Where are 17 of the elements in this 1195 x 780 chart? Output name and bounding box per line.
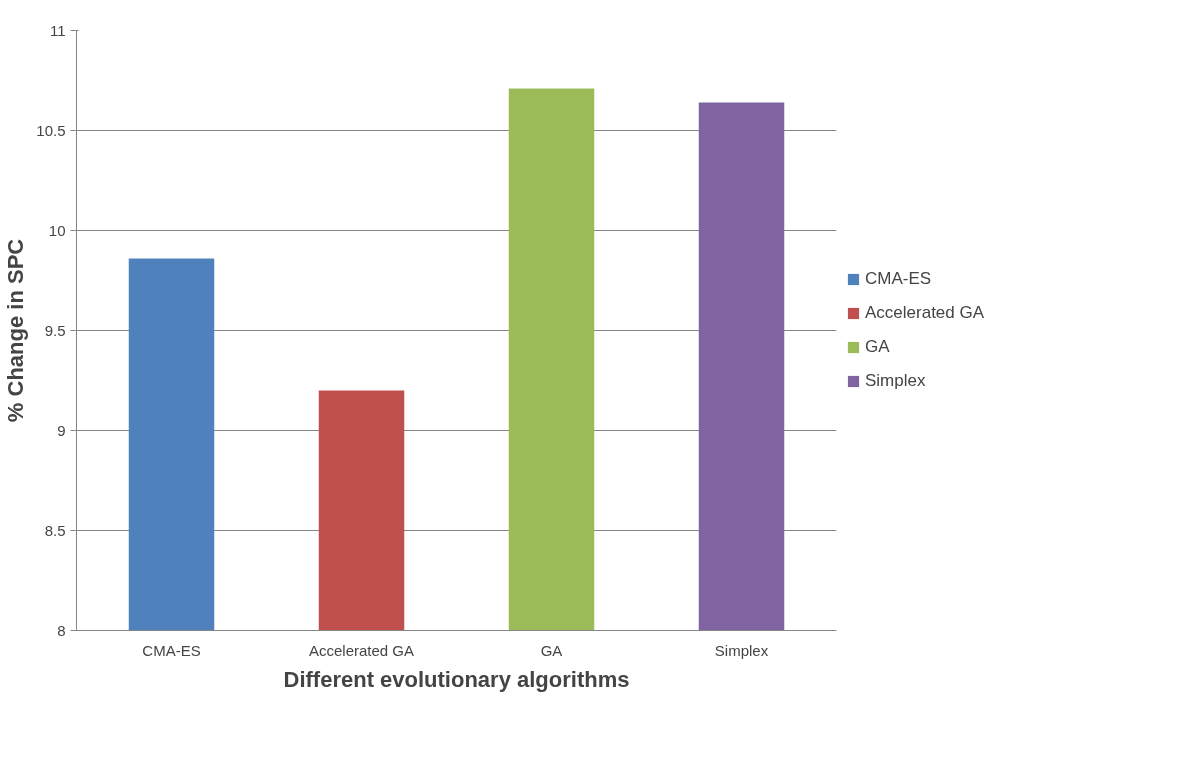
y-axis-title: % Change in SPC xyxy=(3,238,29,423)
y-tick-label: 9 xyxy=(57,421,66,439)
y-tick-label: 8.5 xyxy=(44,521,66,539)
x-tick-label: CMA-ES xyxy=(142,641,201,659)
y-tick-label: 10 xyxy=(48,221,66,239)
legend-label: CMA-ES xyxy=(865,269,932,289)
y-tick-label: 11 xyxy=(49,21,66,39)
legend-label: GA xyxy=(865,337,890,357)
y-tick-label: 8 xyxy=(57,621,66,639)
y-tick-label: 10.5 xyxy=(36,121,66,139)
y-tick-label: 9.5 xyxy=(44,321,66,339)
legend-label: Simplex xyxy=(865,371,926,391)
x-axis-title: Different evolutionary algorithms xyxy=(283,666,630,692)
legend-label: Accelerated GA xyxy=(865,303,985,323)
x-tick-label: Accelerated GA xyxy=(308,641,415,659)
x-tick-label: Simplex xyxy=(714,641,769,659)
x-tick-label: GA xyxy=(540,641,563,659)
